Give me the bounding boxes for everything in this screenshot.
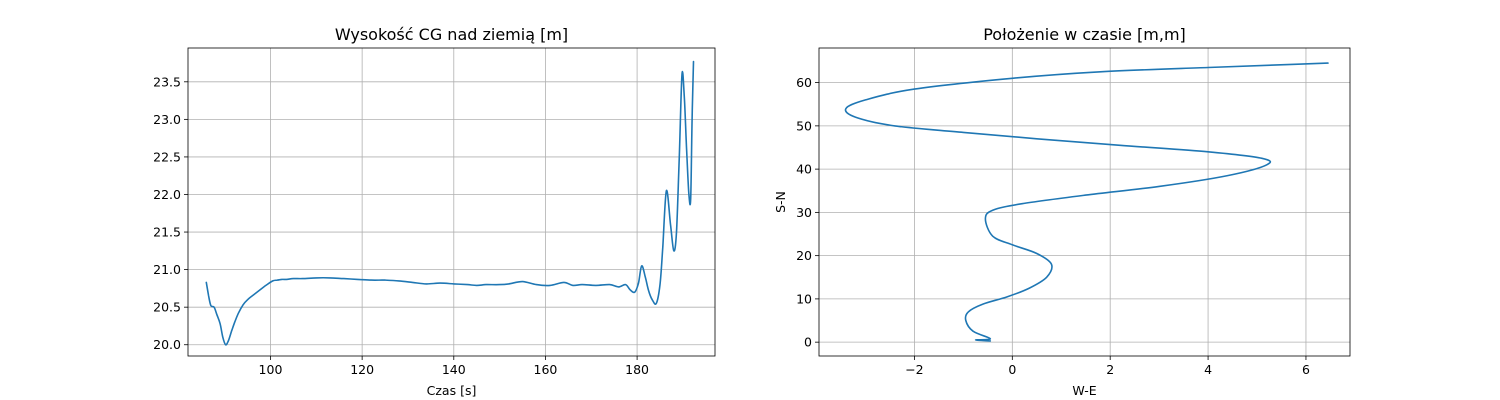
series-line	[844, 62, 1329, 342]
chart-title: Wysokość CG nad ziemią [m]	[335, 25, 568, 44]
x-axis-label: W-E	[1072, 383, 1096, 398]
axis-ticks: 100 120 140 160 180 20.0 20.5 21.0 21.5 22.0 22.5 2…	[153, 74, 649, 377]
x-tick-label: 0	[1008, 362, 1016, 377]
x-tick-label: 140	[442, 362, 466, 377]
series-lines	[844, 62, 1329, 342]
y-tick-label: 20.0	[153, 337, 181, 352]
position-over-time-chart: Położenie w czasie [m,m] −2 0 2 4 6010203040…	[773, 25, 1351, 398]
y-tick-label: 60	[796, 75, 812, 90]
x-tick-label: 100	[259, 362, 283, 377]
x-tick-label: 180	[625, 362, 649, 377]
x-tick-label: 6	[1302, 362, 1310, 377]
series-lines	[205, 60, 695, 346]
x-tick-label: 4	[1204, 362, 1212, 377]
x-tick-label: 120	[350, 362, 374, 377]
y-tick-label: 40	[796, 162, 812, 177]
plot-frame	[818, 47, 1351, 357]
y-tick-label: 22.0	[153, 187, 181, 202]
x-tick-label: −2	[905, 362, 923, 377]
y-tick-label: 20.5	[153, 300, 181, 315]
y-tick-label: 10	[796, 291, 812, 306]
grid-lines	[819, 48, 1350, 356]
series-line	[205, 60, 695, 346]
height-over-time-chart: Wysokość CG nad ziemią [m] 100 120 140 160 1…	[153, 25, 716, 398]
plot-frame	[187, 47, 716, 357]
y-tick-label: 22.5	[153, 149, 181, 164]
y-tick-label: 30	[796, 205, 812, 220]
y-tick-label: 23.0	[153, 112, 181, 127]
chart-title: Położenie w czasie [m,m]	[983, 25, 1186, 44]
x-tick-label: 160	[534, 362, 558, 377]
y-tick-label: 20	[796, 248, 812, 263]
y-tick-label: 50	[796, 118, 812, 133]
x-tick-label: 2	[1106, 362, 1114, 377]
y-tick-label: 21.5	[153, 225, 181, 240]
y-tick-label: 0	[804, 335, 812, 350]
y-tick-label: 23.5	[153, 74, 181, 89]
y-tick-label: 21.0	[153, 262, 181, 277]
grid-lines	[188, 48, 715, 356]
y-axis-label: S-N	[773, 191, 788, 213]
x-axis-label: Czas [s]	[427, 383, 477, 398]
